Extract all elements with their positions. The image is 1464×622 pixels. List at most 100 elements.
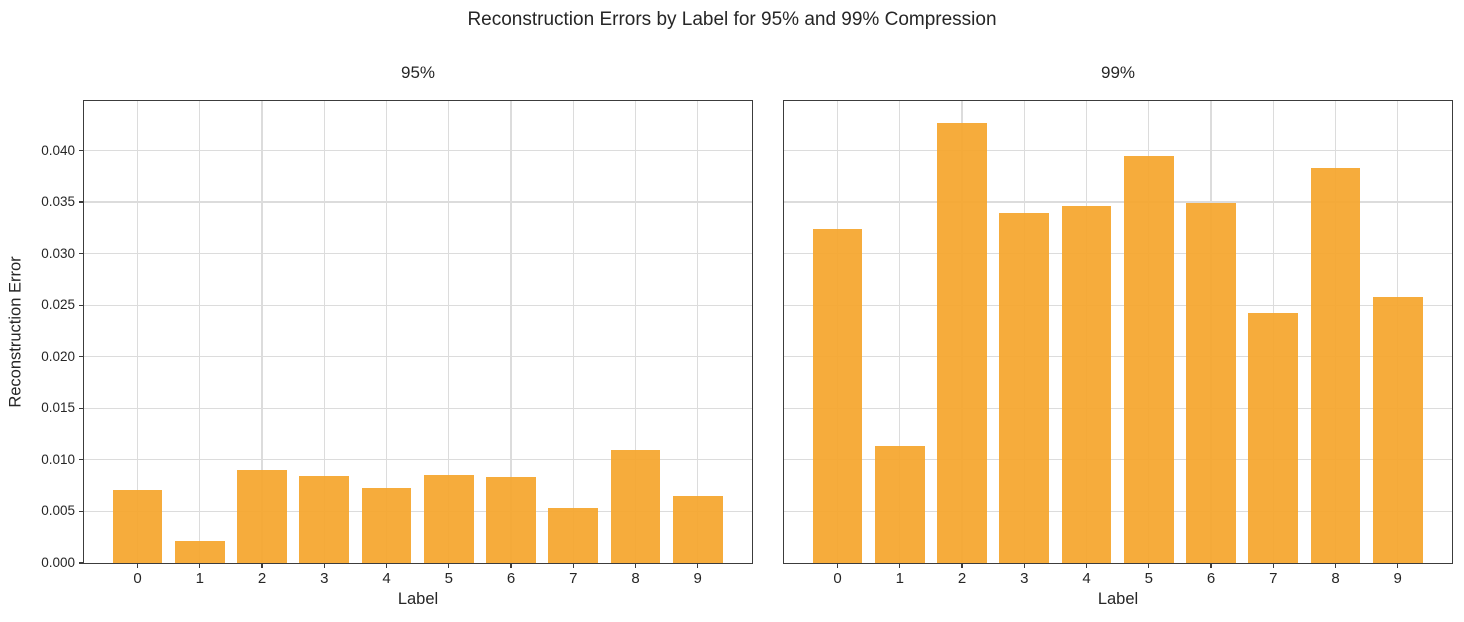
gridline-horizontal (84, 510, 752, 513)
y-tick-label: 0.005 (41, 503, 75, 519)
x-tick-mark (1023, 563, 1025, 568)
x-axis-label-99: Label (1097, 590, 1139, 608)
x-tick-mark (261, 563, 263, 568)
gridline-horizontal (84, 253, 752, 255)
x-tick-label: 4 (382, 570, 391, 587)
x-tick-label: 5 (444, 570, 453, 587)
bar-label-3 (299, 476, 350, 563)
gridline-horizontal (784, 149, 1452, 152)
gridline-horizontal (84, 459, 752, 461)
gridline-horizontal (784, 407, 1452, 409)
y-tick-label: 0.040 (41, 142, 75, 158)
gridline-horizontal (784, 356, 1452, 358)
x-tick-label: 5 (1144, 570, 1153, 587)
bar-label-5 (1123, 155, 1174, 563)
bar-label-4 (361, 487, 412, 563)
x-tick-mark (697, 563, 699, 568)
x-tick-label: 7 (569, 570, 578, 587)
x-tick-label: 7 (1269, 570, 1278, 587)
bar-label-8 (1310, 168, 1361, 563)
x-tick-mark (510, 563, 512, 568)
chart-title: Reconstruction Errors by Label for 95% a… (467, 9, 997, 30)
bar-label-7 (1248, 313, 1299, 563)
bar-label-2 (237, 470, 287, 563)
bar-label-1 (874, 446, 925, 563)
x-tick-mark (1148, 563, 1150, 568)
y-tick-label: 0.025 (41, 297, 75, 313)
x-tick-mark (1334, 563, 1337, 568)
gridline-horizontal (84, 356, 752, 358)
y-tick-mark (79, 407, 84, 409)
plot-inner: 0 1 2 3 4 5 6 7 8 9 0.000 0.005 0.010 0.015 0.020 0.025… (41, 101, 752, 587)
y-tick-label: 0.000 (41, 555, 75, 570)
y-tick-label: 0.015 (41, 400, 75, 416)
y-tick-mark (79, 304, 84, 306)
y-tick-mark (79, 356, 84, 358)
x-tick-label: 2 (957, 570, 967, 587)
gridline-horizontal (784, 510, 1452, 513)
x-tick-label: 1 (895, 570, 904, 587)
x-tick-label: 9 (693, 570, 702, 587)
subplot-title-95: 95% (400, 63, 436, 82)
bar-label-5 (423, 475, 474, 563)
bar-label-3 (999, 213, 1050, 563)
y-tick-mark (79, 459, 84, 461)
gridline-vertical (899, 101, 901, 563)
bar-label-0 (812, 228, 863, 563)
x-tick-label: 3 (320, 570, 329, 587)
gridline-horizontal (84, 149, 752, 152)
x-tick-label: 0 (833, 570, 842, 587)
gridline-horizontal (84, 407, 752, 409)
x-tick-label: 9 (1393, 570, 1402, 587)
x-tick-mark (323, 563, 325, 568)
gridline-horizontal (784, 201, 1452, 203)
y-tick-mark (79, 253, 84, 255)
x-tick-mark (961, 563, 963, 568)
x-tick-mark (136, 563, 139, 568)
bar-label-6 (486, 477, 536, 563)
gridline-horizontal (84, 201, 752, 203)
gridline-vertical (448, 101, 450, 563)
plot-area-95: 0 1 2 3 4 5 6 7 8 9 0.000 0.005 0.010 0.015 0.020 0.025… (41, 100, 753, 587)
gridline-horizontal (784, 304, 1452, 306)
plot-inner: 0 1 2 3 4 5 6 7 8 9 (784, 101, 1452, 587)
x-tick-mark (836, 563, 839, 568)
x-tick-label: 3 (1020, 570, 1029, 587)
gridline-horizontal (784, 253, 1452, 255)
x-tick-label: 8 (631, 570, 640, 587)
bar-label-4 (1061, 206, 1112, 563)
bar-label-6 (1186, 203, 1236, 563)
gridline-vertical (261, 101, 263, 563)
x-tick-mark (1210, 563, 1212, 568)
bar-label-8 (610, 449, 661, 563)
gridline-vertical (199, 101, 201, 563)
gridline-vertical (697, 101, 699, 563)
y-axis-label: Reconstruction Error (6, 256, 25, 408)
y-tick-mark (79, 201, 84, 203)
x-tick-label: 8 (1331, 570, 1340, 587)
subplot-title-99: 99% (1100, 63, 1136, 82)
x-tick-label: 6 (506, 570, 516, 587)
bar-label-7 (548, 508, 599, 563)
x-tick-label: 4 (1082, 570, 1091, 587)
y-tick-label: 0.035 (41, 194, 75, 210)
gridline-vertical (385, 101, 388, 563)
gridline-horizontal (784, 459, 1452, 461)
bar-label-9 (1372, 296, 1423, 563)
plot-area-99: 0 1 2 3 4 5 6 7 8 9 (783, 100, 1453, 587)
y-tick-label: 0.020 (41, 348, 75, 364)
gridline-vertical (572, 101, 574, 563)
x-tick-mark (899, 563, 901, 568)
x-tick-mark (1397, 563, 1399, 568)
gridline-vertical (323, 101, 325, 563)
x-tick-mark (448, 563, 450, 568)
bar-label-1 (174, 541, 225, 563)
x-tick-mark (1272, 563, 1274, 568)
gridline-vertical (136, 101, 139, 563)
y-tick-mark (79, 562, 84, 564)
x-axis-label-95: Label (397, 590, 439, 608)
x-tick-mark (572, 563, 574, 568)
x-tick-label: 0 (133, 570, 142, 587)
bar-label-2 (937, 122, 987, 563)
